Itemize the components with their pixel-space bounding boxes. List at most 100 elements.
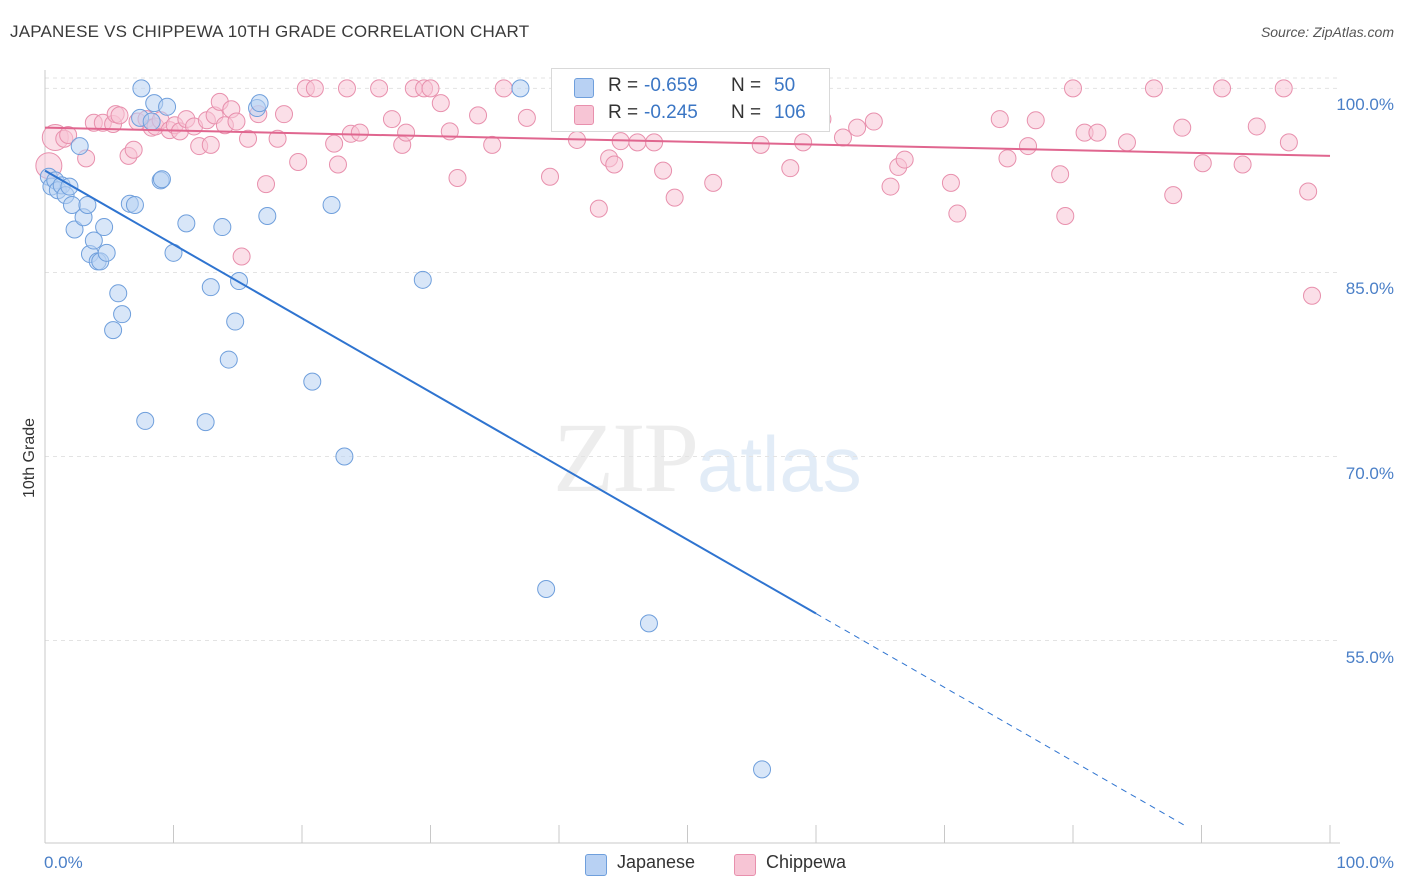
japanese-point xyxy=(322,195,341,214)
japanese-point xyxy=(413,270,432,289)
japanese-point xyxy=(132,79,151,98)
chippewa-r-value: -0.245 xyxy=(644,102,698,123)
chippewa-point xyxy=(794,133,813,152)
japanese-point xyxy=(65,220,84,239)
chippewa-point xyxy=(1303,286,1322,305)
chippewa-point xyxy=(350,123,369,142)
chippewa-point xyxy=(645,133,664,152)
axes xyxy=(44,70,1340,844)
chippewa-point xyxy=(998,149,1017,168)
y-tick-label: 100.0% xyxy=(1336,95,1394,115)
chippewa-point xyxy=(421,79,440,98)
chippewa-point xyxy=(227,112,246,131)
chippewa-point xyxy=(1164,186,1183,205)
chippewa-point xyxy=(1064,79,1082,98)
chippewa-point xyxy=(469,106,488,125)
chippewa-point xyxy=(124,140,143,159)
chippewa-point xyxy=(289,153,308,172)
chart-title: JAPANESE VS CHIPPEWA 10TH GRADE CORRELAT… xyxy=(10,22,530,41)
japanese-point xyxy=(158,97,177,116)
chippewa-point xyxy=(1173,118,1192,137)
stats-legend: R = -0.659 N = 50 R = -0.245 N = 106 xyxy=(551,68,830,132)
chippewa-point xyxy=(370,79,389,98)
japanese-point xyxy=(177,214,196,233)
japanese-point xyxy=(95,218,114,237)
japanese-trend-extension xyxy=(815,613,1187,827)
japanese-point xyxy=(226,312,245,331)
chippewa-point xyxy=(1117,133,1136,152)
japanese-point xyxy=(213,218,232,237)
chippewa-point xyxy=(1056,207,1075,226)
japanese-point xyxy=(537,580,556,599)
japanese-point xyxy=(136,411,155,430)
chippewa-point xyxy=(881,177,900,196)
chippewa-point xyxy=(382,110,401,129)
japanese-swatch xyxy=(574,78,594,98)
chippewa-legend-swatch xyxy=(734,854,756,876)
chippewa-point xyxy=(337,79,356,98)
trend-lines xyxy=(44,126,1331,827)
chippewa-point xyxy=(628,133,647,152)
japanese-point xyxy=(142,112,161,131)
japanese-legend-label: Japanese xyxy=(617,852,696,872)
chippewa-point xyxy=(1233,155,1252,174)
japanese-legend-swatch xyxy=(585,854,607,876)
japanese-point xyxy=(84,231,103,250)
japanese-trend-line xyxy=(44,169,817,615)
japanese-point xyxy=(335,447,354,466)
chippewa-point xyxy=(654,161,673,180)
chippewa-point xyxy=(848,118,867,137)
chippewa-point xyxy=(494,79,513,98)
y-tick-label: 55.0% xyxy=(1345,647,1394,667)
chippewa-point xyxy=(1051,165,1070,184)
chippewa-point xyxy=(268,129,287,148)
data-points xyxy=(35,79,1322,779)
japanese-point xyxy=(511,79,530,98)
chippewa-point xyxy=(275,105,294,124)
chippewa-point xyxy=(328,155,347,174)
chippewa-point xyxy=(948,204,967,223)
japanese-point xyxy=(70,137,89,156)
chippewa-point xyxy=(665,188,684,207)
chippewa-point xyxy=(541,167,560,186)
chippewa-point xyxy=(1274,79,1293,98)
chippewa-point xyxy=(1193,154,1212,173)
chippewa-legend-label: Chippewa xyxy=(766,852,847,872)
x-tick-label-max: 100.0% xyxy=(1336,853,1394,872)
japanese-point xyxy=(201,278,220,297)
chippewa-point xyxy=(257,175,276,194)
chippewa-point xyxy=(517,108,536,127)
chippewa-point xyxy=(201,135,220,154)
chippewa-point xyxy=(483,135,502,154)
japanese-r-value: -0.659 xyxy=(644,75,698,96)
japanese-point xyxy=(639,614,658,633)
chippewa-point xyxy=(1026,111,1045,130)
chippewa-point xyxy=(1247,117,1266,136)
chippewa-point xyxy=(781,159,800,178)
chippewa-point xyxy=(605,155,624,174)
japanese-n-label: N = xyxy=(731,75,762,96)
chippewa-point xyxy=(305,79,324,98)
chippewa-point xyxy=(325,134,344,153)
japanese-r-label: R = xyxy=(608,75,639,96)
watermark: ZIPatlas xyxy=(553,400,862,515)
japanese-point xyxy=(97,243,116,262)
source-credit: Source: ZipAtlas.com xyxy=(1260,24,1394,40)
chippewa-point xyxy=(833,128,852,147)
y-tick-label: 85.0% xyxy=(1345,279,1394,299)
chippewa-swatch xyxy=(574,105,594,125)
chippewa-point xyxy=(232,247,251,266)
japanese-point xyxy=(753,760,772,779)
chippewa-point xyxy=(941,173,960,192)
japanese-point xyxy=(113,305,132,324)
chippewa-point xyxy=(589,199,608,218)
japanese-point xyxy=(250,94,269,113)
y-axis-label: 10th Grade xyxy=(21,417,38,499)
japanese-point xyxy=(303,372,322,391)
japanese-point xyxy=(196,413,215,432)
japanese-point xyxy=(152,170,171,189)
japanese-n-value: 50 xyxy=(774,75,796,96)
chippewa-point xyxy=(239,129,258,148)
chippewa-n-value: 106 xyxy=(774,102,806,123)
japanese-point xyxy=(109,284,128,303)
